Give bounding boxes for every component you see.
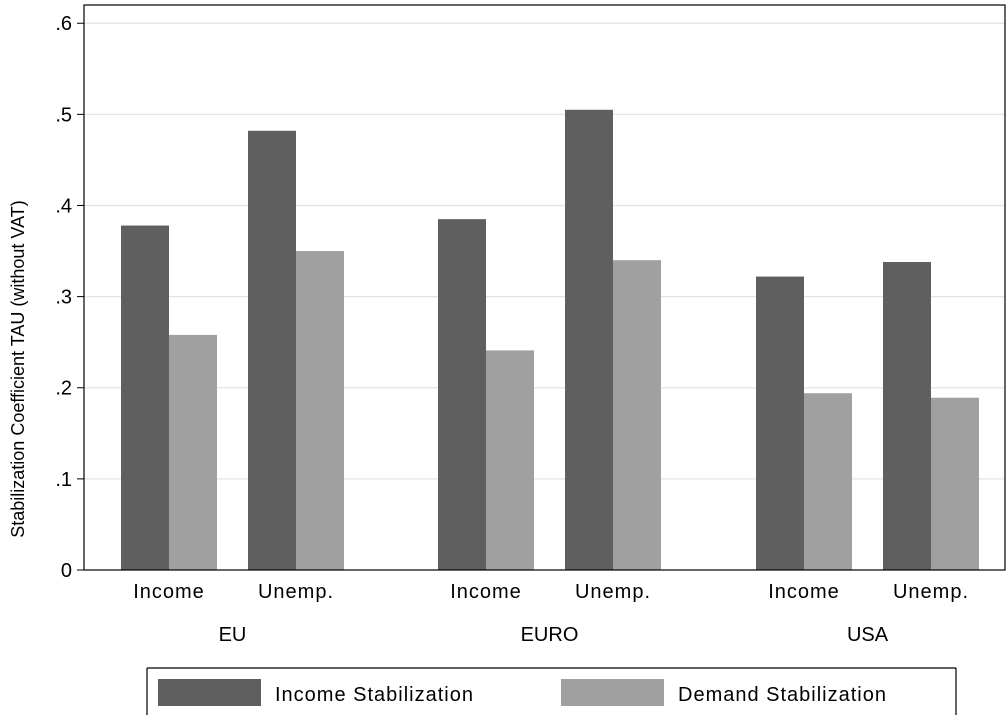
plot-border bbox=[83, 4, 1006, 571]
gridlines bbox=[84, 22, 1005, 480]
y-tick-label: .4 bbox=[55, 195, 72, 217]
bar bbox=[931, 397, 979, 570]
y-tick-label: 0 bbox=[61, 560, 72, 582]
bar bbox=[296, 251, 344, 570]
y-axis-label: Stabilization Coefficient TAU (without V… bbox=[8, 200, 28, 537]
bar bbox=[756, 276, 804, 570]
subgroup-label: Income bbox=[133, 581, 205, 603]
y-tick-label: .2 bbox=[55, 378, 72, 400]
bars bbox=[121, 109, 979, 571]
subgroup-label: Income bbox=[450, 581, 522, 603]
bar bbox=[169, 334, 217, 570]
plot-frame bbox=[83, 4, 1006, 571]
y-axis: 0 .1 .2 .3 .4 .5 .6 bbox=[55, 13, 84, 582]
group-label: EURO bbox=[521, 624, 579, 646]
bar bbox=[883, 261, 931, 570]
subgroup-label: Income bbox=[768, 581, 840, 603]
group-label: USA bbox=[847, 624, 889, 646]
bar bbox=[121, 225, 169, 570]
bar bbox=[804, 393, 852, 570]
bar bbox=[248, 130, 296, 571]
bar bbox=[438, 219, 486, 570]
x-axis-labels: Income Unemp. EU Income Unemp. EURO Income Unem… bbox=[133, 581, 969, 646]
subgroup-label: Unemp. bbox=[258, 581, 334, 603]
y-tick-label: .1 bbox=[55, 469, 72, 491]
y-tick-label: .3 bbox=[55, 287, 72, 309]
group-label: EU bbox=[219, 624, 247, 646]
legend-label: Income Stabilization bbox=[275, 684, 474, 706]
bar bbox=[565, 109, 613, 570]
subgroup-label: Unemp. bbox=[575, 581, 651, 603]
bar bbox=[486, 350, 534, 570]
subgroup-label: Unemp. bbox=[893, 581, 969, 603]
legend-swatch bbox=[158, 679, 261, 706]
legend: Income Stabilization Demand Stabilization bbox=[146, 667, 957, 715]
legend-label: Demand Stabilization bbox=[678, 684, 887, 706]
bar bbox=[613, 260, 661, 570]
legend-swatch bbox=[561, 679, 664, 706]
y-tick-label: .6 bbox=[55, 13, 72, 35]
y-tick-label: .5 bbox=[55, 104, 72, 126]
